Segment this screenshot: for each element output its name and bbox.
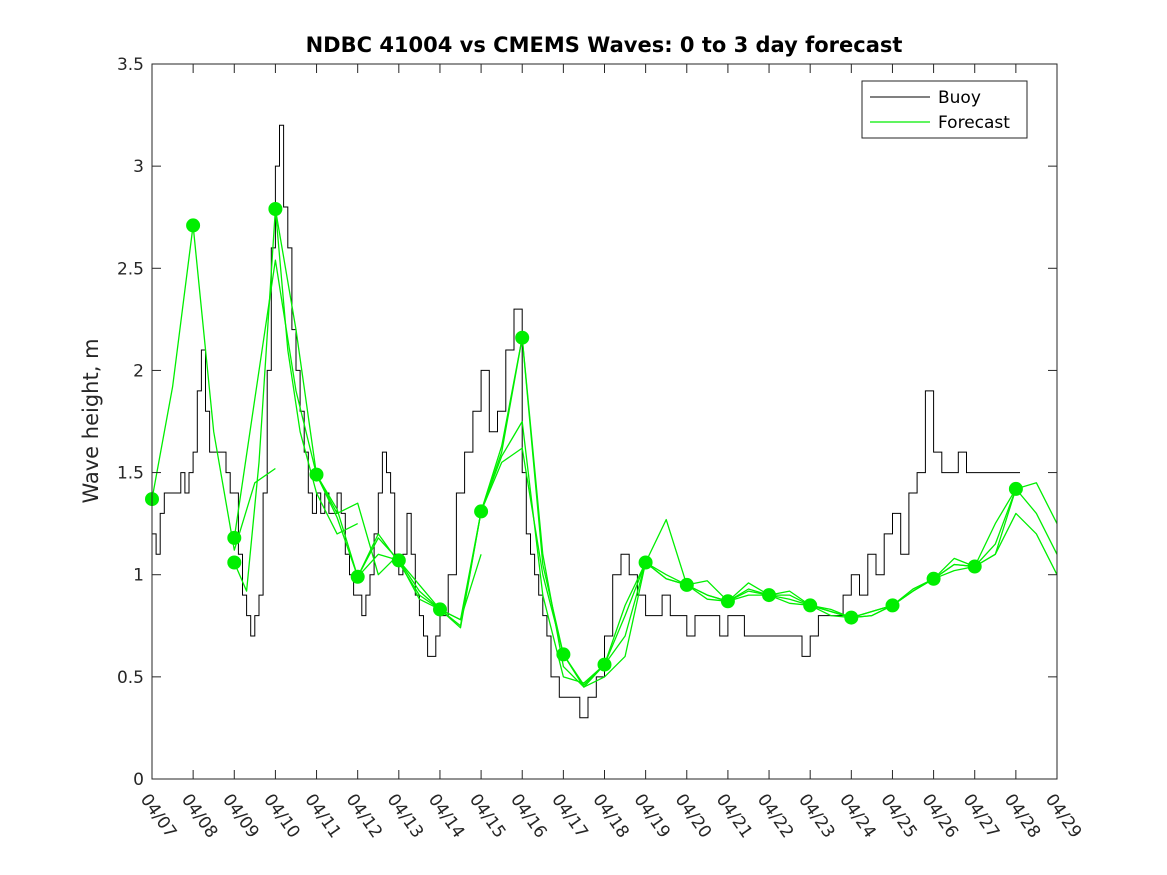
series-forecast-run-19 — [933, 488, 1058, 580]
x-tick-label-19: 04/26 — [918, 790, 962, 842]
forecast-marker-8 — [433, 602, 447, 617]
x-tick-label-10: 04/17 — [547, 790, 591, 842]
y-tick-label-6: 3 — [133, 157, 144, 177]
x-tick-label-21: 04/28 — [1000, 790, 1044, 842]
legend-box — [861, 80, 1028, 139]
series-forecast-run-0 — [151, 224, 276, 551]
forecast-marker-21 — [967, 559, 982, 574]
forecast-marker-10 — [515, 330, 530, 345]
series-layer — [145, 124, 1058, 719]
forecast-marker-9 — [474, 504, 489, 519]
chart-title: NDBC 41004 vs CMEMS Waves: 0 to 3 day fo… — [306, 33, 903, 57]
x-tick-label-12: 04/19 — [630, 790, 674, 842]
x-tick-label-17: 04/24 — [835, 790, 879, 842]
forecast-marker-1 — [186, 218, 201, 233]
y-tick-label-2: 1 — [133, 566, 144, 586]
series-forecast-run-8 — [480, 337, 647, 688]
legend-buoy-label: Buoy — [938, 88, 981, 108]
x-tick-label-22: 04/29 — [1041, 790, 1085, 842]
x-tick-label-11: 04/18 — [588, 790, 632, 842]
x-tick-label-5: 04/12 — [342, 790, 386, 842]
x-tick-label-2: 04/09 — [218, 790, 262, 842]
series-buoy-line — [152, 124, 1020, 719]
x-tick-label-15: 04/22 — [753, 790, 797, 842]
forecast-marker-18 — [844, 610, 859, 625]
y-tick-label-7: 3.5 — [117, 55, 144, 75]
forecast-marker-6 — [350, 569, 365, 584]
forecast-marker-13 — [638, 555, 653, 570]
forecast-marker-15 — [720, 594, 735, 609]
y-axis-label: Wave height, m — [79, 338, 103, 503]
x-tick-label-4: 04/11 — [300, 790, 344, 842]
x-tick-label-7: 04/14 — [424, 790, 468, 842]
x-tick-label-6: 04/13 — [383, 790, 427, 842]
forecast-marker-14 — [679, 577, 694, 592]
forecast-marker-11 — [556, 647, 571, 662]
series-forecast-run-1 — [233, 208, 358, 592]
x-tick-label-9: 04/16 — [506, 790, 550, 842]
forecast-marker-3 — [227, 555, 242, 570]
x-tick-label-8: 04/15 — [465, 790, 509, 842]
forecast-marker-7 — [391, 553, 406, 568]
y-tick-label-5: 2.5 — [117, 259, 144, 279]
legend-forecast-label: Forecast — [938, 113, 1010, 133]
x-tick-label-3: 04/10 — [259, 790, 303, 842]
forecast-marker-2 — [227, 530, 242, 545]
forecast-marker-19 — [885, 598, 900, 613]
y-tick-label-4: 2 — [133, 361, 144, 381]
x-tick-label-1: 04/08 — [177, 790, 221, 842]
forecast-marker-20 — [926, 571, 941, 586]
forecast-marker-5 — [309, 467, 324, 482]
y-tick-label-0: 0 — [133, 770, 144, 790]
x-tick-label-16: 04/23 — [794, 790, 838, 842]
forecast-marker-16 — [762, 588, 776, 603]
y-tick-label-3: 1.5 — [117, 464, 144, 484]
x-tick-label-0: 04/07 — [136, 790, 180, 842]
legend: Buoy Forecast — [861, 80, 1028, 139]
forecast-marker-4 — [268, 202, 283, 216]
y-tick-label-1: 0.5 — [117, 668, 144, 688]
x-tick-label-18: 04/25 — [876, 790, 920, 842]
x-tick-label-14: 04/21 — [712, 790, 756, 842]
forecast-marker-12 — [597, 657, 612, 672]
x-tick-label-20: 04/27 — [959, 790, 1003, 842]
forecast-marker-22 — [1008, 481, 1023, 496]
forecast-marker-17 — [803, 598, 818, 613]
series-forecast-run-20 — [974, 512, 1058, 575]
x-tick-label-13: 04/20 — [671, 790, 715, 842]
